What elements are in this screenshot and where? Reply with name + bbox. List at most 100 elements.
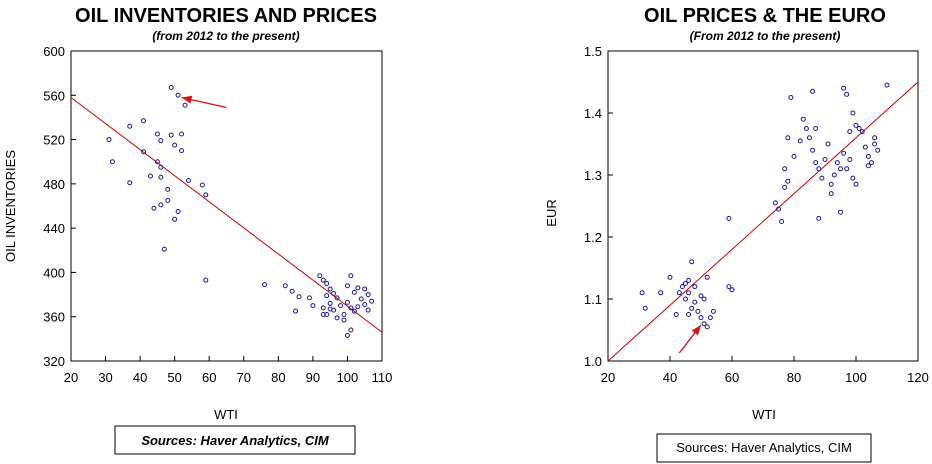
chart-right-y-tick-label: 1.0 (584, 354, 602, 369)
chart-right-data-point (692, 299, 698, 305)
chart-left-data-point (158, 202, 164, 208)
chart-left-data-point (348, 327, 354, 333)
chart-left-data-point (344, 333, 350, 339)
chart-right-data-point (673, 312, 679, 317)
chart-left-data-point (320, 305, 326, 311)
chart-left-data-point (165, 197, 171, 203)
chart-left-data-point (348, 273, 354, 279)
chart-left-y-tick-label: 320 (43, 354, 65, 369)
chart-left-data-point (179, 131, 185, 137)
chart-right-data-point (701, 296, 707, 302)
chart-right-data-point (865, 163, 871, 169)
chart-right-data-point (692, 284, 698, 290)
chart-left-data-point (106, 137, 112, 143)
chart-left-data-point (351, 289, 357, 295)
chart-left-x-tick-label: 80 (271, 370, 285, 385)
chart-left-data-point (161, 246, 167, 252)
chart-right-data-point (704, 324, 710, 330)
chart-left-data-point (334, 295, 340, 301)
chart-left-annotation (181, 95, 227, 109)
chart-left-data-point (175, 92, 181, 98)
chart-right-data-point (785, 135, 791, 141)
chart-right-data-point (676, 290, 682, 296)
chart-right-data-point (686, 312, 692, 317)
chart-left-data-point (185, 178, 191, 184)
chart-left-x-tick-label: 90 (306, 370, 320, 385)
chart-left-y-label: OIL INVENTORIES (3, 150, 18, 262)
chart-right-plot-area (607, 50, 919, 362)
chart-left-data-point (327, 300, 333, 306)
chart-right-regression-line (607, 81, 919, 362)
chart-right-data-point (853, 181, 859, 187)
chart-right-y-tick-label: 1.3 (584, 168, 602, 183)
chart-left-data-point (293, 308, 299, 314)
chart-left-plot-area (70, 50, 383, 362)
chart-left-data-point (172, 142, 178, 148)
chart-right-x-axis: 20 40 60 80 100 120 (601, 356, 929, 385)
chart-right-data-point (844, 166, 850, 172)
chart-right-data-point (856, 126, 862, 131)
chart-left-data-point (324, 281, 330, 286)
chart-left-data-point (338, 303, 344, 309)
chart-right-x-tick-label: 40 (663, 370, 677, 385)
chart-right-data-point (658, 290, 664, 296)
chart-left-data-point (182, 102, 188, 108)
chart-left-data-point (320, 312, 326, 317)
chart-right-data-point (875, 147, 881, 153)
chart-right-data-point (859, 129, 865, 135)
chart-right-x-tick-label: 120 (907, 370, 929, 385)
chart-right-data-point (776, 206, 781, 212)
chart-right-data-point (683, 296, 688, 302)
chart-right-data-point (807, 135, 812, 141)
chart-right-data-point (884, 82, 890, 88)
chart-left-data-point (365, 307, 371, 313)
chart-right-x-label: WTI (752, 407, 776, 422)
chart-left-data-point (351, 308, 357, 314)
chart-right-data-point (828, 191, 834, 197)
chart-right-data-point (810, 88, 816, 94)
chart-right: OIL PRICES & THE EURO (From 2012 to the … (544, 5, 929, 463)
chart-left-x-axis: 20 30 40 50 60 70 80 90 100 110 (64, 356, 392, 385)
chart-left-data-point (179, 148, 185, 154)
chart-left-data-point (344, 299, 350, 305)
chart-left-y-tick-label: 480 (43, 177, 65, 192)
chart-right-data-point (667, 274, 673, 280)
chart-right-y-tick-label: 1.4 (584, 106, 602, 121)
chart-right-annotation (678, 324, 702, 354)
chart-right-y-label: EUR (544, 199, 559, 226)
chart-left-x-tick-label: 20 (64, 370, 78, 385)
chart-left-data-point (331, 290, 337, 296)
chart-right-data-point (853, 122, 859, 128)
chart-left-x-tick-label: 50 (167, 370, 181, 385)
chart-left-source: Sources: Haver Analytics, CIM (141, 433, 330, 448)
chart-left-data-point (362, 302, 368, 308)
chart-right-data-point (816, 166, 822, 172)
chart-right-data-point (813, 160, 819, 166)
chart-left-data-point (141, 118, 147, 124)
chart-right-data-point (782, 166, 788, 172)
chart-left-arrow-head (181, 95, 193, 104)
chart-right-x-tick-label: 80 (787, 370, 801, 385)
chart-right-data-point (726, 284, 732, 290)
chart-right-x-tick-label: 60 (725, 370, 739, 385)
chart-right-data-point (785, 178, 791, 184)
chart-left-data-point (327, 286, 333, 292)
chart-left-data-point (358, 296, 364, 302)
chart-right-data-point (772, 200, 778, 206)
chart-left-data-point (320, 277, 326, 283)
chart-left-data-point (348, 305, 354, 311)
chart-right-data-point (825, 141, 831, 147)
chart-right-data-point (822, 157, 828, 162)
chart-left-data-point (317, 273, 323, 279)
chart-right-data-point (642, 305, 648, 311)
chart-right-data-point (865, 153, 871, 159)
chart-right-data-point (797, 138, 803, 144)
chart-left-data-point (310, 303, 316, 309)
chart-left-data-point (168, 132, 174, 138)
chart-right-y-axis: 1.0 1.1 1.2 1.3 1.4 1.5 (584, 44, 613, 369)
chart-right-data-point (695, 308, 701, 314)
chart-right-data-point (698, 315, 704, 321)
chart-right-data-point (704, 274, 710, 280)
chart-left-y-tick-label: 400 (43, 265, 65, 280)
